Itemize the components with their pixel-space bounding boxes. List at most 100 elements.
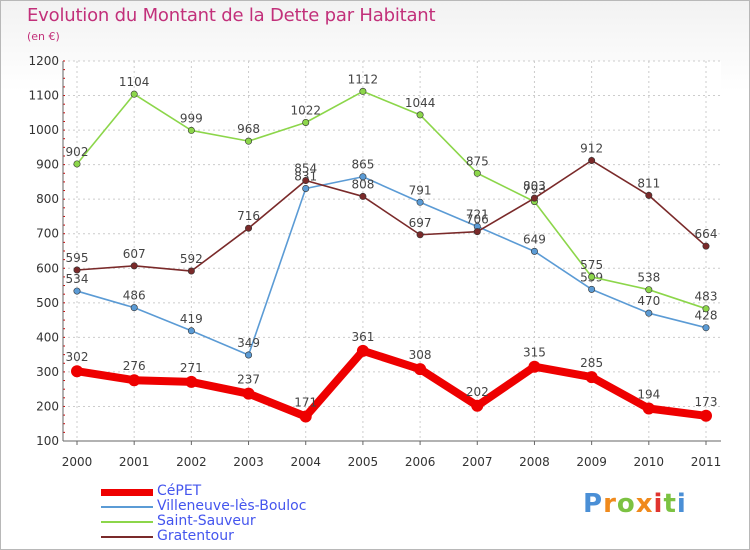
- data-point: [187, 327, 195, 335]
- series-1: 302 276 271 237 171 361 308 202 315 285 194 173: [66, 330, 717, 423]
- data-point: [473, 228, 481, 236]
- data-label: 308: [409, 348, 432, 362]
- data-label: 1104: [119, 75, 150, 89]
- data-label: 697: [409, 216, 432, 230]
- legend-item: Gratentour: [101, 528, 361, 544]
- data-point: [245, 351, 253, 359]
- data-point: [471, 399, 484, 412]
- y-tick-label: 100: [36, 434, 59, 448]
- series-line: [76, 90, 707, 310]
- data-label: 302: [66, 350, 89, 364]
- data-point: [528, 360, 541, 373]
- data-label: 808: [351, 177, 374, 191]
- data-point: [530, 247, 538, 255]
- legend-item: Villeneuve-lès-Bouloc: [101, 498, 361, 514]
- data-point: [299, 410, 312, 423]
- data-label: 237: [237, 373, 260, 387]
- chart-subtitle: (en €): [27, 30, 60, 43]
- data-point: [588, 285, 596, 293]
- data-label: 285: [580, 356, 603, 370]
- data-point: [356, 344, 369, 357]
- x-tick-label: 2001: [119, 455, 150, 469]
- data-point: [71, 365, 83, 378]
- data-point: [585, 371, 598, 384]
- y-tick-label: 1000: [28, 123, 59, 137]
- data-point: [73, 287, 81, 295]
- data-label: 419: [180, 312, 203, 326]
- logo-letter: P: [583, 489, 604, 519]
- data-label: 575: [580, 258, 603, 272]
- data-label: 1022: [290, 103, 321, 117]
- logo-letter: x: [635, 489, 654, 519]
- data-label: 1112: [348, 72, 379, 86]
- data-point: [700, 409, 712, 422]
- data-label: 791: [409, 183, 432, 197]
- data-label: 854: [294, 162, 317, 176]
- data-point: [130, 304, 138, 312]
- data-point: [645, 191, 653, 199]
- data-label: 171: [294, 395, 317, 409]
- data-label: 607: [123, 247, 146, 261]
- logo-letter: t: [663, 489, 677, 519]
- data-label: 349: [237, 336, 260, 350]
- data-point: [588, 156, 596, 164]
- y-tick-label: 400: [36, 330, 59, 344]
- data-label: 706: [466, 213, 489, 227]
- legend-label: Gratentour: [157, 528, 234, 544]
- data-point: [359, 87, 367, 95]
- data-point: [130, 90, 138, 98]
- y-tick-label: 200: [36, 399, 59, 413]
- data-point: [185, 375, 198, 388]
- legend-label: Villeneuve-lès-Bouloc: [157, 498, 307, 514]
- data-label: 912: [580, 141, 603, 155]
- data-point: [187, 267, 195, 275]
- legend-swatch: [101, 536, 153, 538]
- data-label: 486: [123, 289, 146, 303]
- data-point: [302, 177, 310, 185]
- data-label: 831: [294, 169, 317, 183]
- data-label: 592: [180, 252, 203, 266]
- data-point: [702, 305, 710, 313]
- data-point: [73, 266, 81, 274]
- data-point: [642, 402, 655, 415]
- x-tick-label: 2000: [62, 455, 93, 469]
- data-point: [245, 224, 253, 232]
- x-tick-label: 2006: [405, 455, 436, 469]
- data-point: [187, 126, 195, 134]
- data-label: 793: [523, 183, 546, 197]
- data-label: 811: [637, 176, 660, 190]
- data-point: [73, 160, 81, 168]
- x-tick-label: 2005: [348, 455, 379, 469]
- data-label: 202: [466, 385, 489, 399]
- data-point: [242, 387, 255, 400]
- data-label: 538: [637, 271, 660, 285]
- data-label: 534: [66, 272, 89, 286]
- data-point: [645, 309, 653, 317]
- series-3: 902 1104 999 968 1022 1112 1044 875 793 575 538 483: [66, 72, 717, 313]
- x-tick-label: 2007: [462, 455, 493, 469]
- data-point: [359, 173, 367, 181]
- data-point: [302, 184, 310, 192]
- data-label: 968: [237, 122, 260, 136]
- data-label: 721: [466, 207, 489, 221]
- data-label: 716: [237, 209, 260, 223]
- data-label: 470: [637, 294, 660, 308]
- data-point: [416, 198, 424, 206]
- series-line: [76, 159, 707, 272]
- legend-item: Saint-Sauveur: [101, 513, 361, 529]
- legend-swatch: [101, 521, 153, 523]
- data-label: 1044: [405, 96, 436, 110]
- data-point: [588, 273, 596, 281]
- legend-swatch: [101, 489, 153, 496]
- x-tick-label: 2008: [519, 455, 550, 469]
- y-tick-label: 600: [36, 261, 59, 275]
- data-label: 194: [637, 388, 660, 402]
- data-point: [473, 169, 481, 177]
- data-point: [414, 363, 427, 376]
- x-tick-label: 2011: [691, 455, 722, 469]
- data-label: 276: [123, 359, 146, 373]
- x-tick-label: 2009: [576, 455, 607, 469]
- x-tick-label: 2004: [290, 455, 321, 469]
